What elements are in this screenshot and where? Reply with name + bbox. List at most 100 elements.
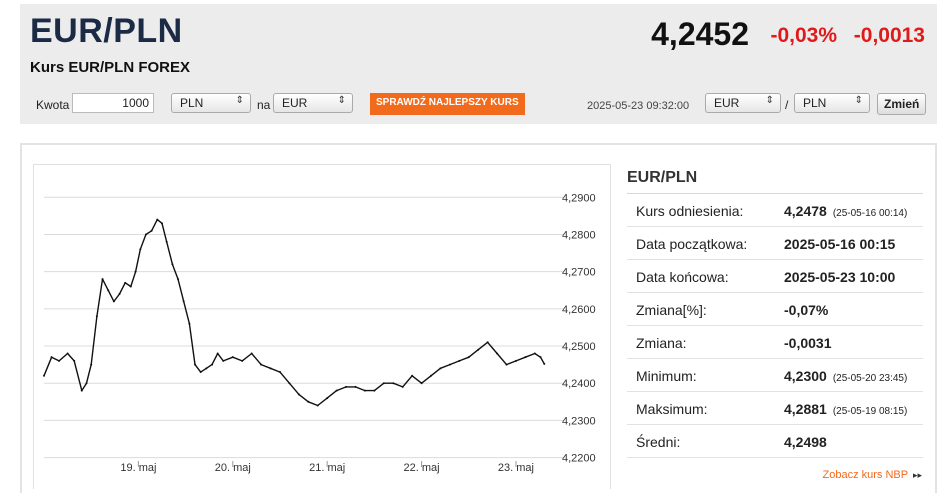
stats-row-value-text: 4,2478 [784,203,827,219]
stats-row: Kurs odniesienia: 4,2478 (25-05-16 00:14) [627,194,923,227]
stats-row: Zmiana: -0,0031 [627,326,923,359]
stats-row-value-text: 2025-05-23 10:00 [784,269,896,285]
select-arrows-icon: ⇕ [337,95,346,106]
content-panel [20,143,937,493]
rate-point [231,356,234,359]
stats-row-note: (25-05-19 08:15) [832,406,908,417]
rate-point [496,352,499,355]
stats-row-value-text: 4,2881 [784,401,827,417]
page-title: EUR/PLN [30,12,183,50]
rate-point [458,359,461,362]
rate-point [156,218,159,221]
rate-point [85,382,88,385]
nbp-link[interactable]: Zobacz kurs NBP ▸▸ [823,469,923,481]
stats-row-label: Data początkowa: [636,236,748,252]
rate-point [392,382,395,385]
rate-point [260,363,263,366]
select-arrows-icon: ⇕ [235,95,244,106]
rate-point [66,352,69,355]
rate-point [160,222,163,225]
rate-point [134,270,137,273]
rate-point [58,359,61,362]
stats-row-value-text: -0,07% [784,302,829,318]
stats-row-label: Maksimum: [636,401,708,417]
stats-row-value: -0,0031 [784,335,831,351]
stats-row-label: Minimum: [636,368,697,384]
rate-point [177,278,180,281]
stats-row-note: (25-05-20 23:45) [832,373,908,384]
stats-row: Średni: 4,2498 [627,425,923,458]
rate-point [50,356,53,359]
rate-chart: 4,2900 4,2800 4,2700 4,2600 4,2500 4,2400 4,23… [33,164,611,489]
amount-input[interactable]: 1000 [72,93,154,113]
rate-point [533,352,536,355]
rate-point [73,359,76,362]
stats-row-note: (25-05-16 00:14) [832,208,908,219]
stats-row: Minimum: 4,2300 (25-05-20 23:45) [627,359,923,392]
rate-point [188,322,191,325]
stats-row-label: Kurs odniesienia: [636,203,744,219]
pair-quote-value: PLN [803,96,827,110]
stats-row-label: Zmiana: [636,335,687,351]
rate-point [382,382,385,385]
x-tick-label: 19. maj [120,462,156,474]
rate-chart-svg: 4,2900 4,2800 4,2700 4,2600 4,2500 4,2400 4,23… [43,192,596,474]
y-tick-label: 4,2600 [562,304,596,316]
rate-point [373,389,376,392]
rate-point [467,356,470,359]
rate-point [171,263,174,266]
rate-point [278,371,281,374]
rate-series-line [43,218,545,407]
rate-point [345,385,348,388]
x-tick-label: 21. maj [309,462,345,474]
stats-row: Data końcowa: 2025-05-23 10:00 [627,260,923,293]
rate-point [411,374,414,377]
stats-row-value-text: 2025-05-16 00:15 [784,236,896,252]
rate-point [199,371,202,374]
rate-point [139,248,142,251]
rate-point [448,363,451,366]
rate-point [129,285,132,288]
stats-row-value: 4,2478 (25-05-16 00:14) [784,203,907,219]
y-tick-label: 4,2800 [562,229,596,241]
pair-base-select[interactable]: EUR ⇕ [705,93,781,113]
stats-row-value: -0,07% [784,302,828,318]
rate-point [90,363,93,366]
to-currency-select[interactable]: EUR ⇕ [273,93,353,113]
stats-row-value-text: 4,2498 [784,434,827,450]
rate-point [363,389,366,392]
rate-point [326,397,329,400]
rate-point [80,389,83,392]
page-subtitle: Kurs EUR/PLN FOREX [30,59,191,76]
rate-point [288,382,291,385]
rate-point [250,352,253,355]
stats-row: Maksimum: 4,2881 (25-05-19 08:15) [627,392,923,425]
check-best-rate-button[interactable]: SPRAWDŹ NAJLEPSZY KURS [370,93,525,115]
y-tick-label: 4,2300 [562,415,596,427]
x-tick-label: 20. maj [215,462,251,474]
stats-row-value: 2025-05-23 10:00 [784,269,895,285]
rate-point [439,367,442,370]
rate-point [354,385,357,388]
converter-bar: Kwota 1000 PLN ⇕ na EUR ⇕ SPRAWDŹ NAJLEP… [20,90,937,120]
stats-row-label: Zmiana[%]: [636,302,707,318]
rate-point [150,229,153,232]
y-tick-label: 4,2400 [562,378,596,390]
to-label: na [257,98,271,112]
stats-rows: Kurs odniesienia: 4,2478 (25-05-16 00:14) D… [627,194,923,458]
from-currency-value: PLN [180,96,204,110]
stats-row: Data początkowa: 2025-05-16 00:15 [627,227,923,260]
rate-point [118,292,121,295]
rate-point [43,374,45,377]
pair-quote-select[interactable]: PLN ⇕ [794,93,870,113]
from-currency-select[interactable]: PLN ⇕ [171,93,251,113]
rate-point [539,356,542,359]
stats-row-value: 4,2498 [784,434,827,450]
nbp-link-text: Zobacz kurs NBP [822,469,908,481]
change-pair-button[interactable]: Zmień [877,93,927,115]
stats-row-value-text: 4,2300 [784,368,827,384]
stats-row-value: 2025-05-16 00:15 [784,236,895,252]
y-tick-label: 4,2700 [562,267,596,279]
header-panel: EUR/PLN Kurs EUR/PLN FOREX 4,2452 -0,03%… [20,4,937,124]
amount-label: Kwota [36,98,70,112]
